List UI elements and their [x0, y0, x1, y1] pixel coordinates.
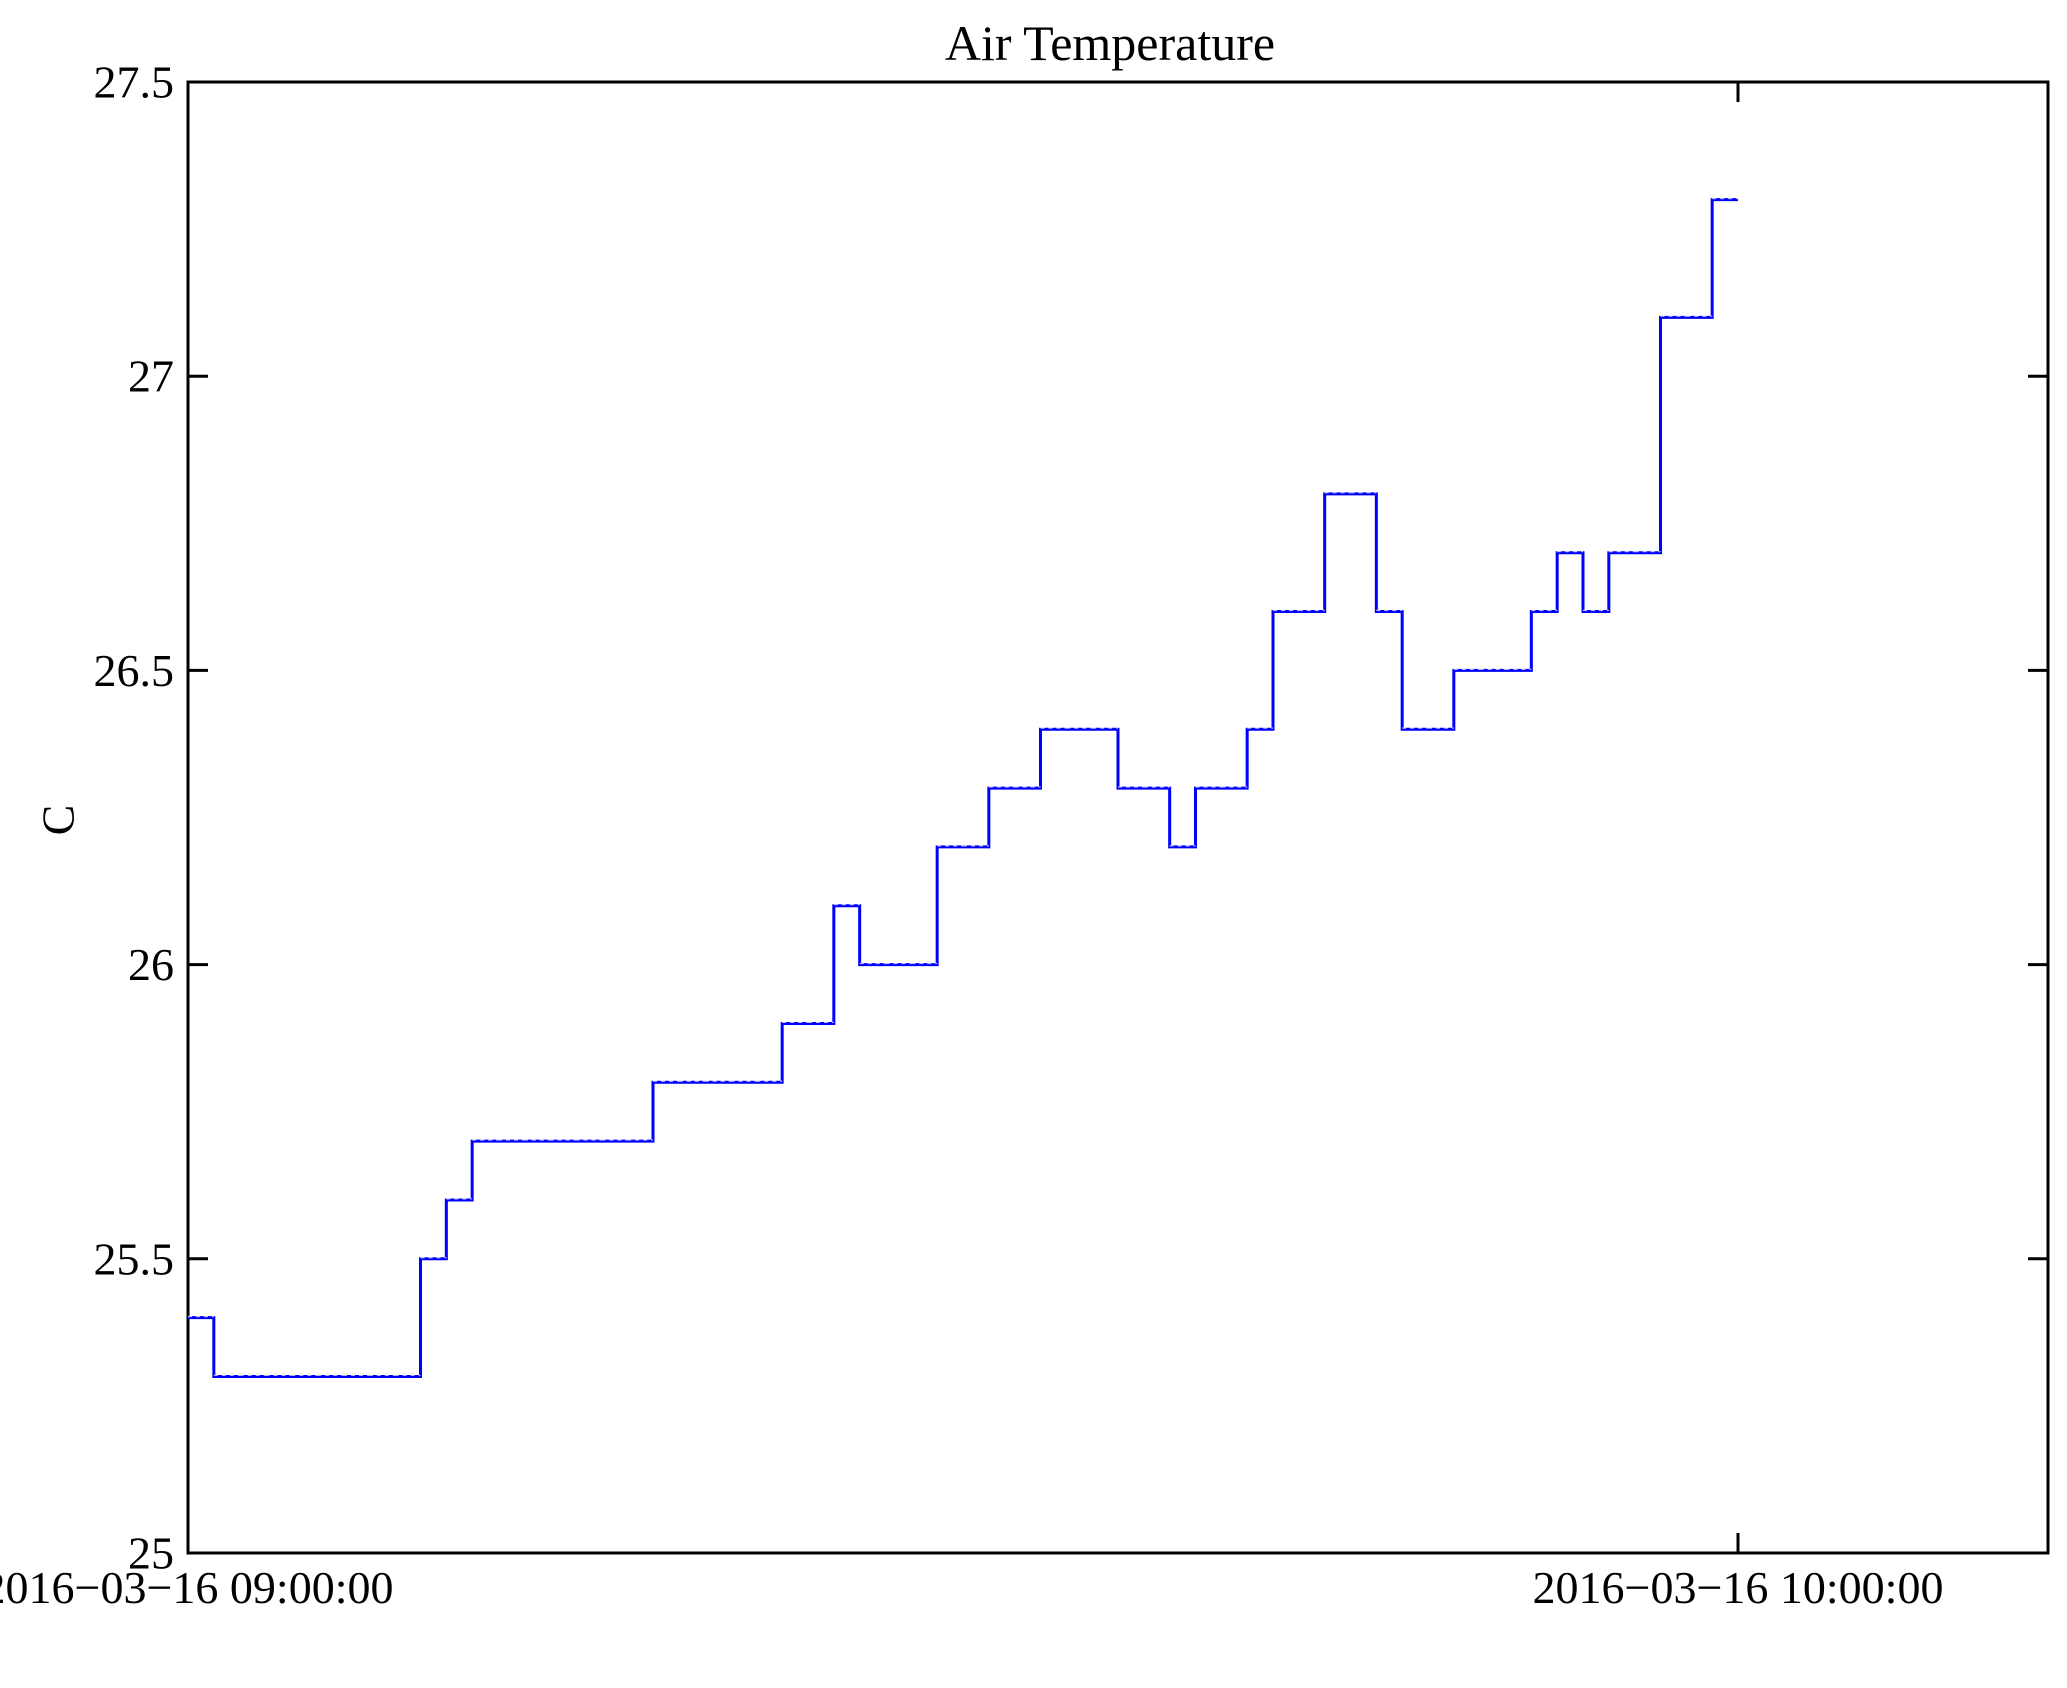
tick-labels-layer: 25 25.5 26 26.5 27 27.5 2016−03−16 09:00:00 201…	[0, 57, 1943, 1614]
x-tick-label: 2016−03−16 09:00:00	[0, 1562, 393, 1613]
y-tick-label: 25	[128, 1528, 174, 1579]
y-tick-label: 27	[128, 351, 174, 402]
temperature-step-line	[188, 198, 1738, 1378]
y-tick-label: 27.5	[94, 57, 175, 108]
plot-border	[186, 80, 2050, 1555]
y-axis-label: C	[33, 805, 84, 836]
step-line-dash-texture	[188, 197, 1738, 1377]
y-tick-label: 26.5	[94, 645, 175, 696]
y-tick-label: 25.5	[94, 1233, 175, 1284]
axes-layer	[186, 80, 2050, 1555]
y-tick-label: 26	[128, 939, 174, 990]
series-layer	[188, 197, 1738, 1378]
x-tick-label: 2016−03−16 10:00:00	[1533, 1562, 1944, 1613]
chart-title: Air Temperature	[945, 15, 1275, 71]
